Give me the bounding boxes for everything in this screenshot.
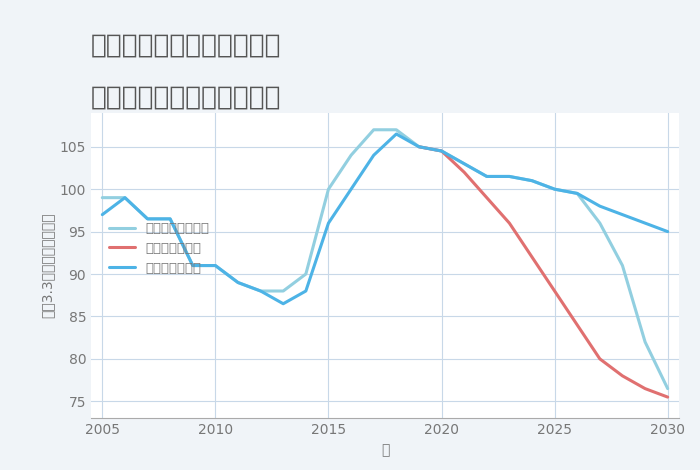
グッドシナリオ: [279, 301, 288, 306]
グッドシナリオ: [234, 280, 242, 285]
バッドシナリオ: [550, 288, 559, 294]
ノーマルシナリオ: [302, 271, 310, 277]
ノーマルシナリオ: [211, 263, 220, 268]
ノーマルシナリオ: [234, 280, 242, 285]
グッドシナリオ: [144, 216, 152, 222]
グッドシナリオ: [438, 148, 446, 154]
X-axis label: 年: 年: [381, 443, 389, 457]
バッドシナリオ: [414, 144, 423, 149]
グッドシナリオ: [550, 186, 559, 192]
グッドシナリオ: [324, 220, 332, 226]
グッドシナリオ: [482, 173, 491, 179]
Y-axis label: 坪（3.3㎡）単価（万円）: 坪（3.3㎡）単価（万円）: [40, 213, 54, 318]
ノーマルシナリオ: [347, 152, 356, 158]
ノーマルシナリオ: [324, 186, 332, 192]
バッドシナリオ: [505, 220, 514, 226]
グッドシナリオ: [505, 173, 514, 179]
グッドシナリオ: [347, 186, 356, 192]
グッドシナリオ: [573, 191, 582, 196]
グッドシナリオ: [120, 195, 129, 201]
Text: 中古マンションの価格推移: 中古マンションの価格推移: [91, 85, 281, 110]
ノーマルシナリオ: [370, 127, 378, 133]
ノーマルシナリオ: [596, 220, 604, 226]
ノーマルシナリオ: [144, 216, 152, 222]
ノーマルシナリオ: [438, 148, 446, 154]
ノーマルシナリオ: [641, 339, 650, 345]
ノーマルシナリオ: [188, 263, 197, 268]
ノーマルシナリオ: [256, 288, 265, 294]
グッドシナリオ: [641, 220, 650, 226]
グッドシナリオ: [211, 263, 220, 268]
ノーマルシナリオ: [98, 195, 106, 201]
Legend: ノーマルシナリオ, バッドシナリオ, グッドシナリオ: ノーマルシナリオ, バッドシナリオ, グッドシナリオ: [104, 217, 215, 280]
ノーマルシナリオ: [279, 288, 288, 294]
グッドシナリオ: [460, 161, 468, 166]
バッドシナリオ: [664, 394, 672, 400]
バッドシナリオ: [641, 386, 650, 392]
ノーマルシナリオ: [505, 173, 514, 179]
バッドシナリオ: [438, 148, 446, 154]
グッドシナリオ: [664, 229, 672, 235]
バッドシナリオ: [596, 356, 604, 362]
ノーマルシナリオ: [166, 216, 174, 222]
バッドシナリオ: [618, 373, 626, 379]
ノーマルシナリオ: [550, 186, 559, 192]
バッドシナリオ: [482, 195, 491, 201]
ノーマルシナリオ: [528, 178, 536, 183]
ノーマルシナリオ: [482, 173, 491, 179]
ノーマルシナリオ: [414, 144, 423, 149]
ノーマルシナリオ: [618, 263, 626, 268]
ノーマルシナリオ: [664, 386, 672, 392]
バッドシナリオ: [528, 254, 536, 260]
バッドシナリオ: [460, 169, 468, 175]
グッドシナリオ: [166, 216, 174, 222]
グッドシナリオ: [370, 152, 378, 158]
Text: 大阪府東大阪市南四条町の: 大阪府東大阪市南四条町の: [91, 33, 281, 59]
ノーマルシナリオ: [460, 161, 468, 166]
ノーマルシナリオ: [120, 195, 129, 201]
Line: バッドシナリオ: バッドシナリオ: [419, 147, 668, 397]
ノーマルシナリオ: [573, 191, 582, 196]
グッドシナリオ: [256, 288, 265, 294]
グッドシナリオ: [188, 263, 197, 268]
グッドシナリオ: [528, 178, 536, 183]
バッドシナリオ: [573, 322, 582, 328]
グッドシナリオ: [596, 204, 604, 209]
Line: グッドシナリオ: グッドシナリオ: [102, 134, 668, 304]
Line: ノーマルシナリオ: ノーマルシナリオ: [102, 130, 668, 389]
グッドシナリオ: [302, 288, 310, 294]
グッドシナリオ: [618, 212, 626, 218]
グッドシナリオ: [392, 131, 400, 137]
グッドシナリオ: [414, 144, 423, 149]
ノーマルシナリオ: [392, 127, 400, 133]
グッドシナリオ: [98, 212, 106, 218]
